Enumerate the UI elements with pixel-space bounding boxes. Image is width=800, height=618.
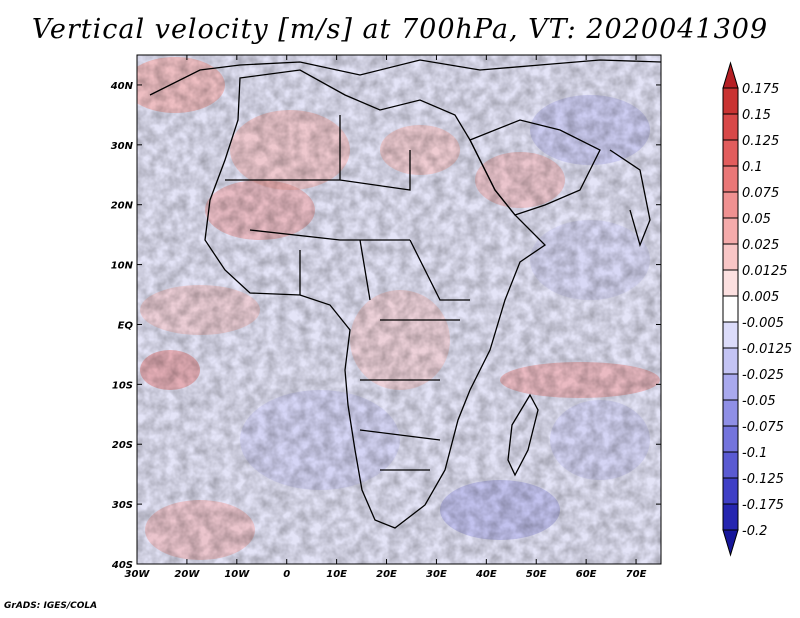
lat-tick-label: 20S — [112, 440, 133, 451]
europe-coastline — [149, 59, 661, 96]
lat-tick-label: 20N — [111, 201, 134, 212]
colorbar-bin — [722, 503, 739, 531]
colorbar-bin — [722, 217, 739, 245]
colorbar-bin — [722, 269, 739, 297]
lon-tick-label: 60E — [576, 569, 597, 580]
lat-tick-label: 30N — [111, 141, 134, 152]
colorbar-label: -0.075 — [742, 420, 784, 435]
africa-coastline — [204, 69, 547, 529]
colorbar-label: -0.05 — [742, 394, 776, 409]
lat-tick-label: 30S — [112, 500, 133, 511]
lon-tick-label: 10W — [224, 569, 250, 580]
colorbar-label: 0.175 — [742, 82, 779, 97]
colorbar-label: -0.125 — [742, 472, 784, 487]
colorbar-label: 0.125 — [742, 134, 779, 149]
plot-frame — [136, 54, 662, 565]
credit-label: GrADS: IGES/COLA — [4, 601, 98, 611]
lat-tick-label: 10N — [111, 261, 134, 272]
colorbar-label: -0.025 — [742, 368, 784, 383]
colorbar-label: 0.0125 — [742, 264, 788, 279]
colorbar-label: -0.1 — [742, 446, 767, 461]
colorbar-label: 0.025 — [742, 238, 779, 253]
map-title: Vertical velocity [m/s] at 700hPa, VT: 2… — [31, 14, 769, 45]
colorbar-label: 0.15 — [742, 108, 771, 123]
colorbar-bin — [722, 87, 739, 115]
lon-tick-label: 50E — [526, 569, 547, 580]
latitude-ticks: 40N 30N 20N 10N EQ 10S 20S 30S 40S — [110, 81, 661, 571]
lat-tick-label: EQ — [118, 320, 134, 331]
coastlines — [149, 59, 661, 529]
colorbar-arrow-bottom — [722, 529, 739, 557]
colorbar-bin — [722, 139, 739, 167]
lon-tick-label: 20E — [376, 569, 397, 580]
lon-tick-label: 30W — [125, 569, 151, 580]
colorbar-bin — [722, 321, 739, 349]
colorbar: 0.175 0.15 0.125 0.1 0.075 0.05 0.025 0.0125 0.0… — [722, 61, 792, 557]
colorbar-label: -0.175 — [742, 498, 784, 513]
colorbar-bin — [722, 451, 739, 479]
lat-tick-label: 40S — [111, 560, 133, 571]
colorbar-bin — [722, 425, 739, 453]
velocity-field — [137, 55, 661, 564]
longitude-ticks: 30W 20W 10W 0 10E 20E 30E 40E 50E 60E 70E — [125, 55, 647, 580]
lat-tick-label: 40N — [110, 81, 134, 92]
colorbar-label: -0.005 — [742, 316, 784, 331]
lat-tick-label: 10S — [112, 380, 133, 391]
lon-tick-label: 70E — [626, 569, 647, 580]
lon-tick-label: 20W — [174, 569, 200, 580]
colorbar-arrow-top — [722, 61, 739, 89]
colorbar-label: 0.1 — [742, 160, 763, 175]
lon-tick-label: 40E — [475, 569, 497, 580]
colorbar-label: 0.075 — [742, 186, 779, 201]
lon-tick-label: 10E — [326, 569, 347, 580]
colorbar-label: -0.2 — [742, 524, 767, 539]
madagascar-coastline — [507, 393, 539, 477]
colorbar-bin — [722, 165, 739, 193]
colorbar-bin — [722, 191, 739, 219]
colorbar-bin — [722, 399, 739, 427]
colorbar-label: 0.005 — [742, 290, 779, 305]
colorbar-bin — [722, 347, 739, 375]
colorbar-bin — [722, 295, 739, 323]
colorbar-label: -0.0125 — [742, 342, 792, 357]
sahara-borders — [225, 115, 470, 471]
lon-tick-label: 0 — [283, 569, 290, 580]
colorbar-bin — [722, 477, 739, 505]
colorbar-bin — [722, 373, 739, 401]
colorbar-bin — [722, 243, 739, 271]
colorbar-label: 0.05 — [742, 212, 771, 227]
lon-tick-label: 30E — [426, 569, 447, 580]
india-coastline — [609, 149, 651, 248]
arabia-coastline — [469, 119, 601, 216]
colorbar-bin — [722, 113, 739, 141]
